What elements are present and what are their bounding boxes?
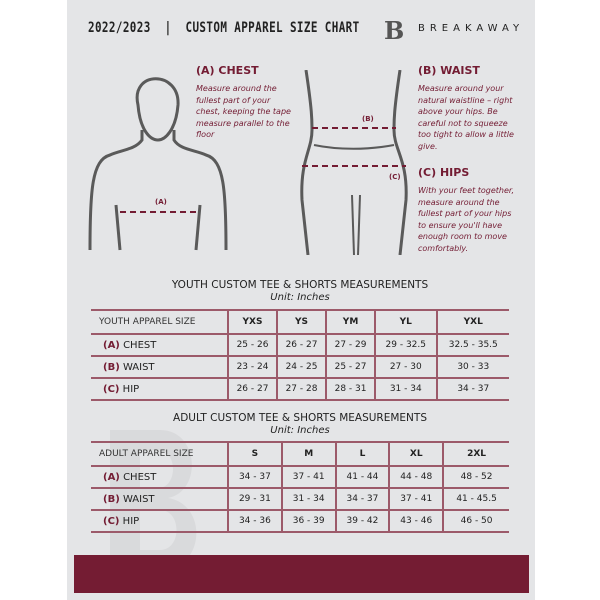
chest-heading: (A) CHEST: [196, 64, 259, 77]
cell: 27 - 29: [325, 333, 376, 357]
hips-heading: (C) HIPS: [418, 166, 470, 179]
cell: 34 - 37: [334, 487, 390, 511]
cell: 48 - 52: [442, 465, 509, 489]
lower-body-illustration: [300, 70, 408, 255]
table-row: (B) WAIST 23 - 24 24 - 25 25 - 27 27 - 30 30 …: [91, 355, 509, 379]
cell: 34 - 37: [435, 377, 509, 401]
cell: 27 - 30: [374, 355, 437, 379]
size-header: S: [227, 441, 282, 467]
cell: 46 - 50: [442, 509, 509, 533]
cell: 34 - 36: [227, 509, 282, 533]
adult-unit: Unit: Inches: [270, 425, 330, 436]
cell: 36 - 39: [280, 509, 336, 533]
cell: 29 - 32.5: [374, 333, 437, 357]
cell: 23 - 24: [226, 355, 278, 379]
waist-instructions: Measure around your natural waistline – …: [418, 84, 514, 151]
size-header: YM: [325, 309, 376, 335]
table-header-row: YOUTH APPAREL SIZE YXS YS YM YL YXL: [91, 309, 509, 335]
cell: 31 - 34: [374, 377, 437, 401]
header-label: YOUTH APPAREL SIZE: [91, 309, 228, 335]
cell: 31 - 34: [280, 487, 336, 511]
size-header: M: [280, 441, 336, 467]
upper-body-illustration: [88, 77, 228, 251]
row-label: (C) HIP: [91, 509, 228, 533]
cell: 26 - 27: [276, 333, 327, 357]
table-row: (A) CHEST 34 - 37 37 - 41 41 - 44 44 - 48 48 …: [91, 465, 509, 489]
cell: 37 - 41: [388, 487, 444, 511]
youth-size-table: YOUTH APPAREL SIZE YXS YS YM YL YXL (A) …: [91, 309, 509, 401]
cell: 25 - 27: [325, 355, 376, 379]
cell: 44 - 48: [388, 465, 444, 489]
cell: 39 - 42: [334, 509, 390, 533]
table-row: (A) CHEST 25 - 26 26 - 27 27 - 29 29 - 32.5 3…: [91, 333, 509, 357]
table-row: (C) HIP 34 - 36 36 - 39 39 - 42 43 - 46 46 - …: [91, 509, 509, 533]
waist-heading: (B) WAIST: [418, 64, 480, 77]
size-header: YXL: [435, 309, 509, 335]
cell: 25 - 26: [226, 333, 278, 357]
size-header: YS: [276, 309, 327, 335]
hips-marker: (C): [389, 173, 401, 181]
footer-band: [74, 555, 529, 593]
cell: 41 - 45.5: [442, 487, 509, 511]
size-header: L: [334, 441, 390, 467]
cell: 32.5 - 35.5: [435, 333, 509, 357]
table-row: (C) HIP 26 - 27 27 - 28 28 - 31 31 - 34 34 - …: [91, 377, 509, 401]
adult-table-title: ADULT CUSTOM TEE & SHORTS MEASUREMENTS: [173, 412, 427, 424]
brand-name: BREAKAWAY: [418, 23, 525, 34]
size-header: 2XL: [442, 441, 509, 467]
cell: 29 - 31: [227, 487, 282, 511]
hips-instructions: With your feet together, measure around …: [418, 186, 515, 253]
waist-marker: (B): [362, 115, 374, 123]
table-header-row: ADULT APPAREL SIZE S M L XL 2XL: [91, 441, 509, 467]
cell: 34 - 37: [227, 465, 282, 489]
brand-logo-icon: B: [384, 16, 405, 45]
cell: 28 - 31: [325, 377, 376, 401]
chest-marker: (A): [155, 198, 167, 206]
chest-instructions: Measure around the fullest part of your …: [196, 84, 291, 139]
cell: 27 - 28: [276, 377, 327, 401]
cell: 30 - 33: [435, 355, 509, 379]
cell: 41 - 44: [334, 465, 390, 489]
row-label: (B) WAIST: [91, 355, 228, 379]
cell: 43 - 46: [388, 509, 444, 533]
cell: 24 - 25: [276, 355, 327, 379]
size-header: YXS: [226, 309, 278, 335]
size-header: XL: [388, 441, 444, 467]
cell: 37 - 41: [280, 465, 336, 489]
row-label: (A) CHEST: [91, 333, 228, 357]
header-label: ADULT APPAREL SIZE: [91, 441, 228, 467]
youth-unit: Unit: Inches: [270, 292, 330, 303]
row-label: (C) HIP: [91, 377, 228, 401]
youth-table-title: YOUTH CUSTOM TEE & SHORTS MEASUREMENTS: [171, 279, 429, 291]
row-label: (B) WAIST: [91, 487, 228, 511]
cell: 26 - 27: [226, 377, 278, 401]
page-title: 2022/2023 | CUSTOM APPAREL SIZE CHART: [88, 20, 360, 36]
table-row: (B) WAIST 29 - 31 31 - 34 34 - 37 37 - 41 41 …: [91, 487, 509, 511]
adult-size-table: ADULT APPAREL SIZE S M L XL 2XL (A) CHES…: [91, 441, 509, 533]
size-header: YL: [374, 309, 437, 335]
row-label: (A) CHEST: [91, 465, 228, 489]
